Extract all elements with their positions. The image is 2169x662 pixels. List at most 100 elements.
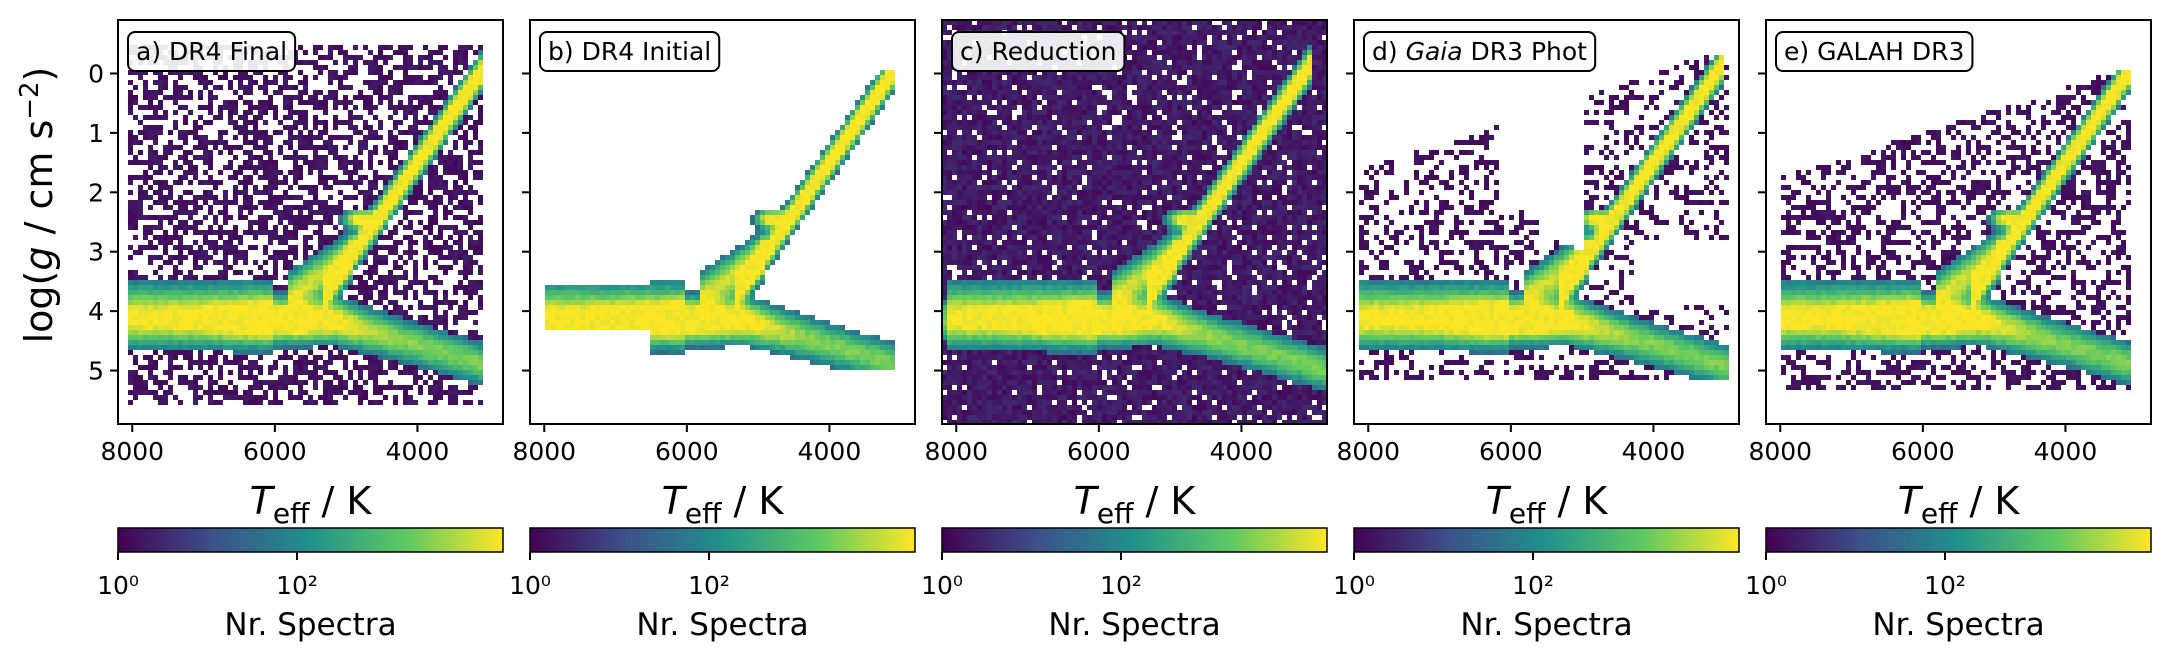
- heatmap-cell: [800, 210, 805, 215]
- heatmap-cell: [198, 125, 203, 130]
- heatmap-cell: [368, 355, 373, 360]
- heatmap-cell: [820, 355, 825, 360]
- heatmap-cell: [825, 165, 830, 170]
- heatmap-cell: [478, 245, 483, 250]
- heatmap-cell: [705, 325, 710, 330]
- heatmap-cell: [418, 345, 423, 350]
- heatmap-cell: [885, 350, 890, 355]
- heatmap-cell: [358, 395, 363, 400]
- heatmap-cell: [962, 205, 967, 210]
- heatmap-cell: [473, 240, 478, 245]
- heatmap-cell: [218, 310, 223, 315]
- heatmap-cell: [193, 120, 198, 125]
- heatmap-cell: [478, 375, 483, 380]
- heatmap-cell: [473, 365, 478, 370]
- heatmap-cell: [590, 325, 595, 330]
- heatmap-cell: [845, 120, 850, 125]
- heatmap-cell: [303, 300, 308, 305]
- heatmap-cell: [875, 80, 880, 85]
- heatmap-cell: [223, 305, 228, 310]
- heatmap-cell: [353, 330, 358, 335]
- heatmap-cell: [193, 250, 198, 255]
- heatmap-cell: [243, 90, 248, 95]
- heatmap-cell: [735, 335, 740, 340]
- heatmap-cell: [393, 80, 398, 85]
- heatmap-cell: [443, 315, 448, 320]
- heatmap-cell: [942, 30, 947, 35]
- heatmap-cell: [318, 375, 323, 380]
- heatmap-cell: [298, 270, 303, 275]
- heatmap-cell: [163, 330, 168, 335]
- heatmap-cell: [957, 145, 962, 150]
- heatmap-cell: [333, 250, 338, 255]
- heatmap-cell: [143, 135, 148, 140]
- heatmap-cell: [298, 330, 303, 335]
- heatmap-cell: [178, 145, 183, 150]
- heatmap-cell: [298, 135, 303, 140]
- heatmap-cell: [438, 300, 443, 305]
- heatmap-cell: [193, 330, 198, 335]
- heatmap-cell: [745, 320, 750, 325]
- heatmap-cell: [198, 395, 203, 400]
- heatmap-cell: [765, 325, 770, 330]
- heatmap-cell: [348, 120, 353, 125]
- heatmap-cell: [942, 310, 947, 315]
- heatmap-cell: [343, 145, 348, 150]
- heatmap-cell: [398, 275, 403, 280]
- heatmap-cell: [760, 245, 765, 250]
- heatmap-cell: [368, 135, 373, 140]
- heatmap-cell: [398, 355, 403, 360]
- heatmap-cell: [288, 170, 293, 175]
- heatmap-cell: [403, 75, 408, 80]
- heatmap-cell: [173, 80, 178, 85]
- heatmap-cell: [458, 45, 463, 50]
- heatmap-cell: [353, 230, 358, 235]
- heatmap-cell: [740, 255, 745, 260]
- heatmap-cell: [163, 110, 168, 115]
- heatmap-cell: [373, 180, 378, 185]
- heatmap-cell: [238, 240, 243, 245]
- heatmap-cell: [700, 320, 705, 325]
- heatmap-cell: [947, 300, 952, 305]
- heatmap-cell: [660, 320, 665, 325]
- heatmap-cell: [378, 300, 383, 305]
- heatmap-cell: [383, 80, 388, 85]
- heatmap-cell: [183, 295, 188, 300]
- heatmap-cell: [378, 310, 383, 315]
- heatmap-cell: [308, 335, 313, 340]
- heatmap-cell: [730, 260, 735, 265]
- heatmap-cell: [168, 260, 173, 265]
- heatmap-cell: [163, 345, 168, 350]
- heatmap-cell: [478, 95, 483, 100]
- heatmap-cell: [770, 330, 775, 335]
- heatmap-cell: [213, 220, 218, 225]
- heatmap-cell: [313, 145, 318, 150]
- heatmap-cell: [163, 390, 168, 395]
- heatmap-cell: [680, 340, 685, 345]
- heatmap-cell: [453, 60, 458, 65]
- heatmap-cell: [273, 270, 278, 275]
- heatmap-cell: [188, 150, 193, 155]
- heatmap-cell: [967, 275, 972, 280]
- heatmap-cell: [278, 355, 283, 360]
- heatmap-cell: [208, 180, 213, 185]
- heatmap-cell: [223, 145, 228, 150]
- heatmap-cell: [183, 340, 188, 345]
- heatmap-cell: [218, 235, 223, 240]
- heatmap-cell: [228, 120, 233, 125]
- heatmap-cell: [343, 70, 348, 75]
- heatmap-cell: [223, 190, 228, 195]
- heatmap-cell: [545, 300, 550, 305]
- heatmap-cell: [715, 285, 720, 290]
- heatmap-cell: [433, 140, 438, 145]
- heatmap-cell: [248, 270, 253, 275]
- heatmap-cell: [203, 85, 208, 90]
- heatmap-cell: [403, 315, 408, 320]
- heatmap-cell: [393, 305, 398, 310]
- heatmap-cell: [625, 310, 630, 315]
- heatmap-cell: [952, 290, 957, 295]
- heatmap-cell: [423, 235, 428, 240]
- heatmap-cell: [253, 260, 258, 265]
- heatmap-cell: [188, 365, 193, 370]
- heatmap-cell: [845, 140, 850, 145]
